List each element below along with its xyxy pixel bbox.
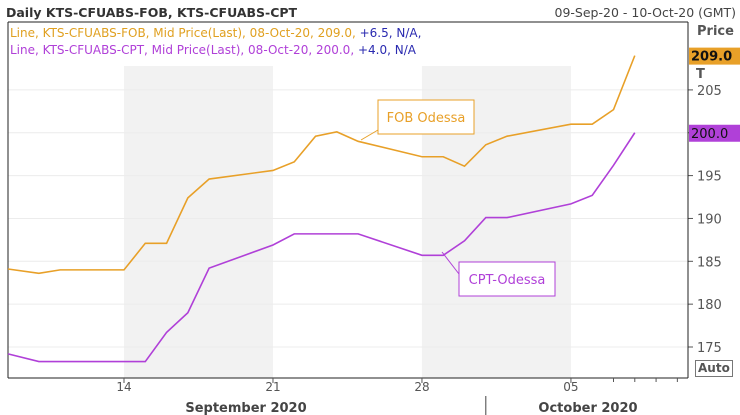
y-tick-label: 195	[697, 170, 722, 185]
legend-fob-text: Line, KTS-CFUABS-FOB, Mid Price(Last), 0…	[10, 26, 360, 40]
week-band	[123, 22, 273, 378]
annotation-label: CPT-Odessa	[469, 273, 546, 288]
x-tick-label: 14	[116, 380, 131, 394]
last-value-label: 200.0	[691, 127, 728, 142]
last-value-badge	[689, 47, 740, 65]
chart-title: Daily KTS-CFUABS-FOB, KTS-CFUABS-CPT	[6, 5, 298, 20]
auto-scale-button[interactable]: Auto	[695, 360, 733, 377]
last-value-badge	[689, 124, 740, 142]
unit-label: T	[696, 67, 705, 82]
last-value-label: 209.0	[691, 50, 732, 65]
legend-fob: Line, KTS-CFUABS-FOB, Mid Price(Last), 0…	[10, 25, 421, 42]
month-label: October 2020	[538, 401, 637, 415]
series-line-fob	[7, 55, 636, 275]
x-tick-label: 21	[265, 380, 280, 394]
legend-cpt-text: Line, KTS-CFUABS-CPT, Mid Price(Last), 0…	[10, 43, 358, 57]
y-tick-label: 205	[697, 84, 722, 99]
y-tick-label: 185	[697, 255, 722, 270]
price-axis-label: Price	[697, 24, 734, 39]
month-label: September 2020	[185, 401, 306, 415]
legend-cpt: Line, KTS-CFUABS-CPT, Mid Price(Last), 0…	[10, 42, 421, 59]
legend: Line, KTS-CFUABS-FOB, Mid Price(Last), 0…	[10, 25, 421, 59]
legend-background	[8, 22, 688, 66]
x-tick-label: 28	[414, 380, 429, 394]
week-band	[421, 22, 571, 378]
legend-cpt-change: +4.0, N/A	[357, 43, 416, 57]
annotation-box	[377, 99, 475, 135]
series-line-cpt	[7, 132, 636, 363]
x-tick-label: 05	[563, 380, 578, 394]
y-tick-label: 180	[697, 298, 722, 313]
legend-fob-change: +6.5, N/A,	[359, 26, 422, 40]
y-tick-label: 175	[697, 341, 722, 356]
y-tick-label: 190	[697, 212, 722, 227]
annotation-label: FOB Odessa	[387, 111, 466, 126]
annotation-leader	[441, 251, 460, 275]
annotation-leader	[360, 129, 379, 141]
annotation-box	[458, 261, 556, 297]
date-range[interactable]: 09-Sep-20 - 10-Oct-20 (GMT)	[554, 5, 736, 20]
